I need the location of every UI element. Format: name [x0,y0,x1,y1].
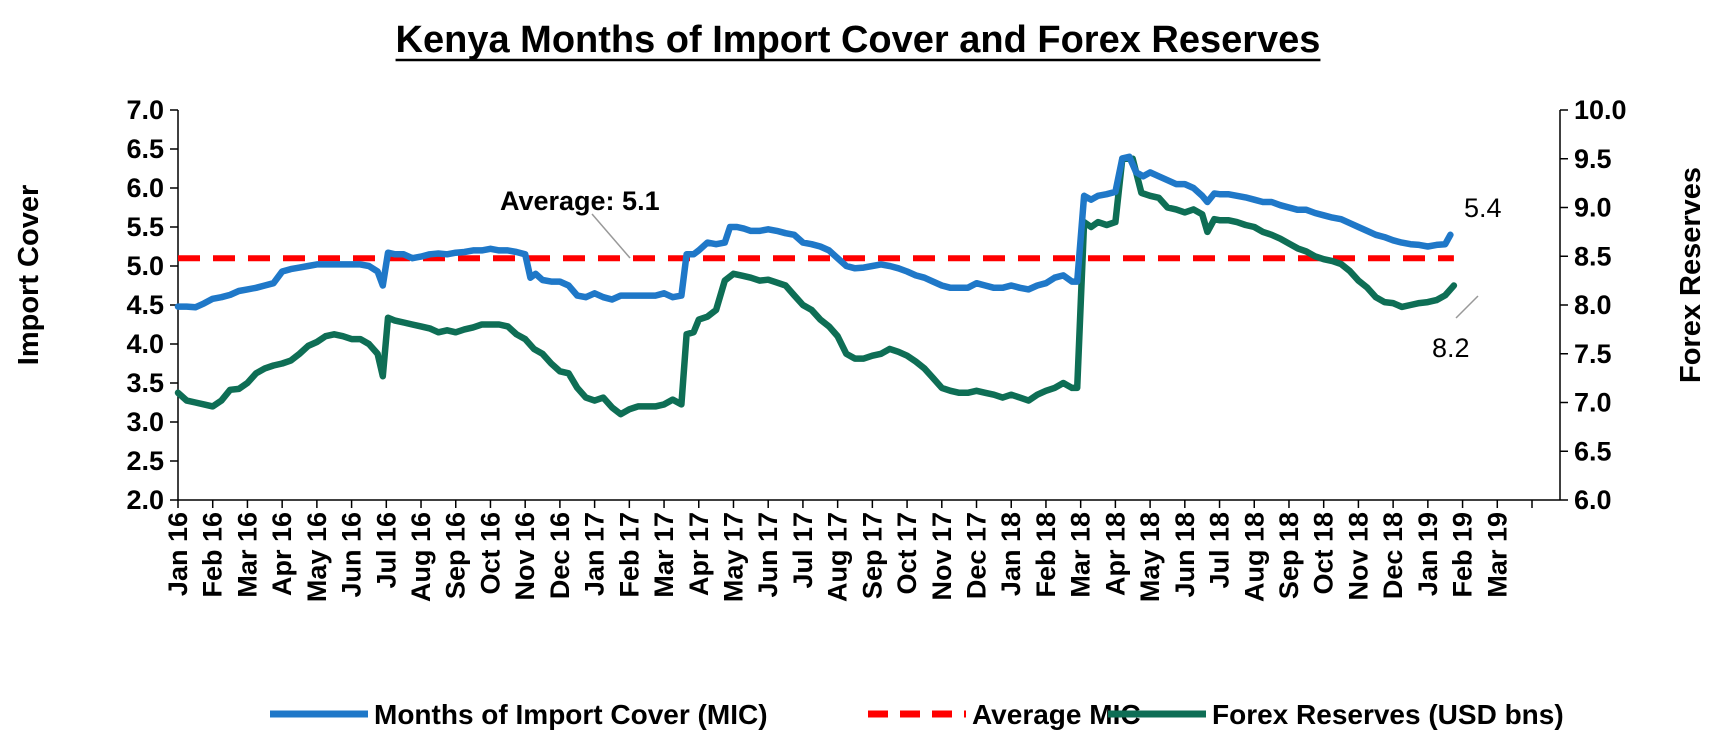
forex-leader-line [1455,295,1479,319]
annotations: Average: 5.1 5.4 8.2 [500,186,1502,363]
y-left-tick-label: 4.0 [126,329,164,359]
y-right-tick-label: 6.0 [1574,485,1612,515]
series-line-0 [174,153,1454,311]
x-tick-label: Jan 19 [1413,512,1443,596]
axes [177,110,1561,501]
y-left-tick-label: 4.5 [126,290,164,320]
chart-title: Kenya Months of Import Cover and Forex R… [395,19,1321,62]
x-tick-label: May 17 [718,512,748,602]
x-tick-label: Apr 17 [684,512,714,596]
x-tick-label: Nov 16 [510,512,540,601]
x-tick-label: May 16 [302,512,332,602]
y-axis-left-label: Import Cover [13,185,45,365]
y-left-tick-label: 5.5 [126,212,164,242]
x-tick-label: Nov 18 [1343,512,1373,601]
y-left-tick-label: 5.0 [126,251,164,281]
x-tick-label: Jun 17 [753,512,783,598]
x-tick-label: Oct 16 [475,512,505,595]
y-right-tick-label: 7.0 [1574,388,1612,418]
legend: Months of Import Cover (MIC) Average MIC F… [270,699,1564,730]
x-tick-label: Mar 19 [1482,512,1512,598]
y-left-tick-label: 6.5 [126,134,164,164]
average-leader-line [591,213,631,259]
x-tick-label: Dec 18 [1378,512,1408,599]
y-axis-left-ticks: 2.0 2.5 3.0 3.5 4.0 4.5 5.0 5.5 6.0 6.5 7.0 [126,95,178,515]
y-left-tick-label: 3.5 [126,368,164,398]
y-axis-left-title: Import Cover [13,185,45,365]
x-tick-label: Apr 18 [1100,512,1130,596]
y-right-tick-label: 9.5 [1574,144,1612,174]
x-tick-label: Feb 17 [614,512,644,598]
x-tick-label: Sep 18 [1274,512,1304,599]
y-axis-right-label: Forex Reserves [1675,167,1707,383]
x-tick-label: Oct 18 [1309,512,1339,595]
x-tick-label: Jan 16 [163,512,193,596]
x-tick-label: Aug 18 [1239,512,1269,602]
mic-last-value-annotation: 5.4 [1464,193,1502,223]
x-tick-label: May 18 [1135,512,1165,602]
x-tick-label: Sep 17 [857,512,887,599]
x-tick-label: Jun 18 [1170,512,1200,598]
legend-item-2: Forex Reserves (USD bns) [1108,699,1564,730]
legend-label: Months of Import Cover (MIC) [374,699,768,730]
x-tick-label: Jan 17 [580,512,610,596]
x-tick-label: Apr 16 [267,512,297,596]
series [174,153,1458,418]
series-line-2 [174,155,1458,418]
x-tick-label: Jul 18 [1205,512,1235,589]
x-tick-label: Jan 18 [996,512,1026,596]
chart-title-text: Kenya Months of Import Cover and Forex R… [396,19,1321,61]
y-left-tick-label: 2.5 [126,446,164,476]
x-tick-label: Feb 16 [198,512,228,598]
legend-item-1: Average MIC [868,699,1141,730]
x-tick-label: Jul 17 [788,512,818,589]
y-axis-right-ticks: 6.0 6.5 7.0 7.5 8.0 8.5 9.0 9.5 10.0 [1560,95,1627,515]
x-tick-label: Mar 18 [1066,512,1096,598]
y-left-tick-label: 2.0 [126,485,164,515]
y-axis-right-title: Forex Reserves [1675,167,1707,383]
x-tick-label: Jul 16 [371,512,401,589]
x-tick-label: Feb 18 [1031,512,1061,598]
x-tick-label: Mar 17 [649,512,679,598]
x-tick-label: Jun 16 [337,512,367,598]
x-tick-label: Dec 17 [962,512,992,599]
y-left-tick-label: 3.0 [126,407,164,437]
x-tick-label: Sep 16 [441,512,471,599]
x-tick-label: Mar 16 [232,512,262,598]
legend-label: Forex Reserves (USD bns) [1212,699,1564,730]
x-tick-label: Nov 17 [927,512,957,601]
y-right-tick-label: 6.5 [1574,436,1612,466]
average-annotation: Average: 5.1 [500,186,660,216]
x-tick-label: Oct 17 [892,512,922,595]
y-left-tick-label: 6.0 [126,173,164,203]
y-right-tick-label: 8.5 [1574,241,1612,271]
y-right-tick-label: 8.0 [1574,290,1612,320]
y-right-tick-label: 7.5 [1574,339,1612,369]
y-left-tick-label: 7.0 [126,95,164,125]
x-tick-label: Feb 19 [1448,512,1478,598]
x-axis-ticks: Jan 16 Feb 16 Mar 16 Apr 16 May 16 Jun 16 Jul … [163,500,1533,602]
y-right-tick-label: 9.0 [1574,193,1612,223]
forex-last-value-annotation: 8.2 [1432,333,1470,363]
x-tick-label: Dec 16 [545,512,575,599]
legend-item-0: Months of Import Cover (MIC) [270,699,768,730]
y-right-tick-label: 10.0 [1574,95,1627,125]
x-tick-label: Aug 16 [406,512,436,602]
x-tick-label: Aug 17 [823,512,853,602]
